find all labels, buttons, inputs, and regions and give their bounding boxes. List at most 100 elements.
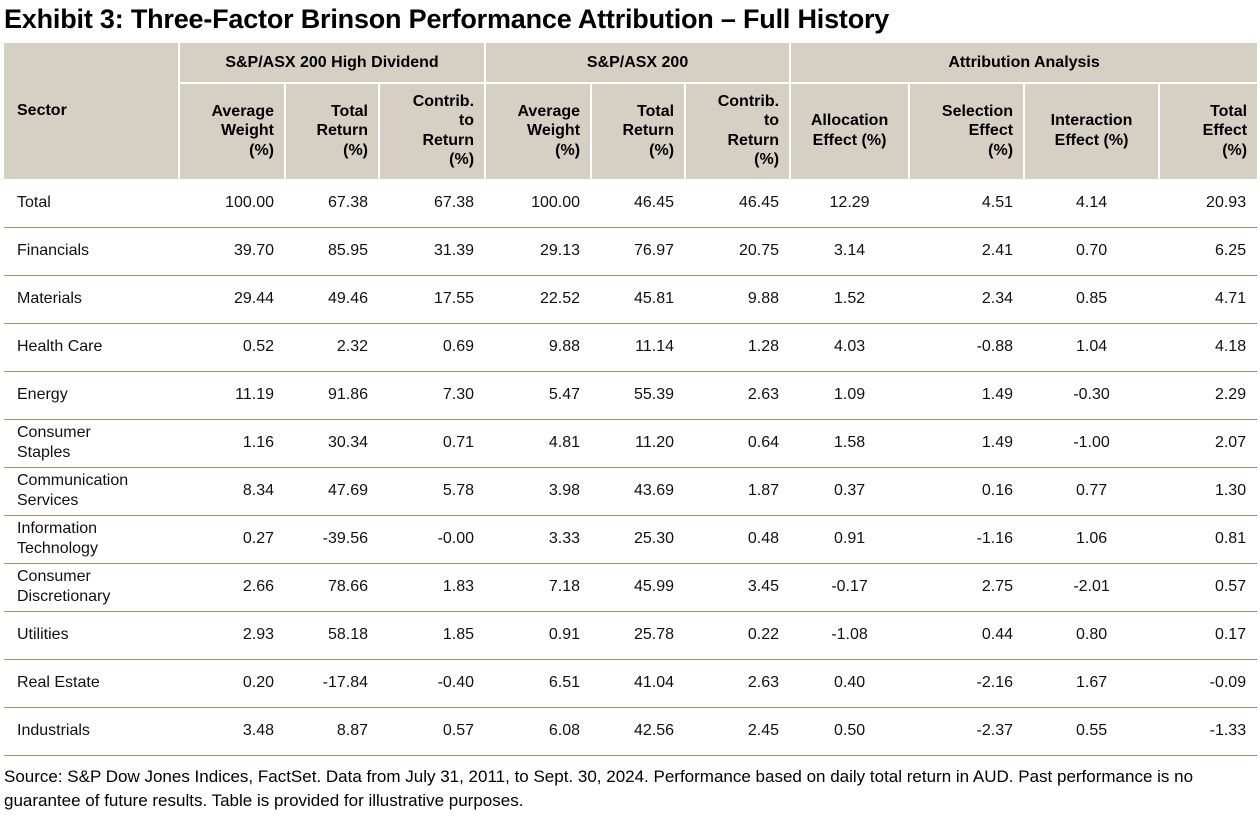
value-cell: 0.85 [1024, 275, 1160, 324]
value-cell: 0.91 [790, 515, 910, 564]
col-header-hd-contrib-to-return: Contrib. to Return (%) [377, 83, 486, 180]
value-cell: 25.30 [591, 515, 686, 564]
value-cell: 0.52 [179, 323, 285, 372]
value-cell: 7.18 [485, 563, 592, 612]
value-cell: 0.64 [685, 419, 791, 468]
value-cell: 1.67 [1024, 659, 1160, 708]
source-note: Source: S&P Dow Jones Indices, FactSet. … [4, 766, 1194, 811]
value-cell: 0.71 [379, 419, 486, 468]
group-header-asx200: S&P/ASX 200 [484, 43, 791, 85]
value-cell: 1.28 [685, 323, 791, 372]
value-cell: -0.30 [1024, 371, 1160, 420]
value-cell: 1.87 [685, 467, 791, 516]
value-cell: 1.52 [790, 275, 910, 324]
value-cell: 46.45 [591, 179, 686, 228]
value-cell: 11.14 [591, 323, 686, 372]
value-cell: 0.17 [1159, 611, 1258, 660]
value-cell: 85.95 [285, 227, 379, 276]
value-cell: -39.56 [285, 515, 379, 564]
value-cell: 4.71 [1159, 275, 1258, 324]
value-cell: 2.41 [909, 227, 1025, 276]
value-cell: 43.69 [591, 467, 686, 516]
value-cell: 6.51 [485, 659, 592, 708]
value-cell: -0.40 [379, 659, 486, 708]
value-cell: 3.98 [485, 467, 592, 516]
table-row: Communication Services 8.34 47.69 5.78 3.98 4… [4, 467, 1258, 516]
value-cell: 25.78 [591, 611, 686, 660]
value-cell: 4.18 [1159, 323, 1258, 372]
value-cell: 1.04 [1024, 323, 1160, 372]
value-cell: 4.03 [790, 323, 910, 372]
value-cell: 3.33 [485, 515, 592, 564]
value-cell: 100.00 [179, 179, 285, 228]
value-cell: 2.93 [179, 611, 285, 660]
col-header-interaction-effect: Interaction Effect (%) [1023, 83, 1160, 180]
value-cell: 4.51 [909, 179, 1025, 228]
value-cell: 11.19 [179, 371, 285, 420]
table-row: Consumer Staples 1.16 30.34 0.71 4.81 11.20 0.… [4, 419, 1258, 468]
value-cell: -0.00 [379, 515, 486, 564]
value-cell: 2.66 [179, 563, 285, 612]
col-header-asx-contrib-to-return: Contrib. to Return (%) [684, 83, 791, 180]
value-cell: 11.20 [591, 419, 686, 468]
table-header: Sector S&P/ASX 200 High Dividend S&P/ASX… [4, 43, 1258, 180]
value-cell: 1.49 [909, 419, 1025, 468]
value-cell: 0.57 [379, 707, 486, 756]
col-header-asx-total-return: Total Return (%) [590, 83, 686, 180]
sector-cell: Total [4, 179, 179, 228]
value-cell: 9.88 [685, 275, 791, 324]
value-cell: 2.45 [685, 707, 791, 756]
value-cell: 8.34 [179, 467, 285, 516]
value-cell: 0.70 [1024, 227, 1160, 276]
value-cell: 1.30 [1159, 467, 1258, 516]
value-cell: 1.83 [379, 563, 486, 612]
sector-cell: Real Estate [4, 659, 179, 708]
value-cell: 0.55 [1024, 707, 1160, 756]
value-cell: 4.14 [1024, 179, 1160, 228]
col-header-asx-average-weight: Average Weight (%) [484, 83, 592, 180]
value-cell: 0.22 [685, 611, 791, 660]
value-cell: -0.09 [1159, 659, 1258, 708]
value-cell: 41.04 [591, 659, 686, 708]
value-cell: 100.00 [485, 179, 592, 228]
value-cell: 0.69 [379, 323, 486, 372]
value-cell: 55.39 [591, 371, 686, 420]
sector-cell: Health Care [4, 323, 179, 372]
value-cell: -1.08 [790, 611, 910, 660]
value-cell: -2.37 [909, 707, 1025, 756]
value-cell: 45.81 [591, 275, 686, 324]
value-cell: 76.97 [591, 227, 686, 276]
group-header-high-dividend: S&P/ASX 200 High Dividend [177, 43, 486, 85]
value-cell: -0.17 [790, 563, 910, 612]
value-cell: 42.56 [591, 707, 686, 756]
value-cell: 5.78 [379, 467, 486, 516]
value-cell: 1.16 [179, 419, 285, 468]
value-cell: 30.34 [285, 419, 379, 468]
table-row: Industrials 3.48 8.87 0.57 6.08 42.56 2.45 0.50… [4, 707, 1258, 756]
value-cell: 0.48 [685, 515, 791, 564]
value-cell: 0.57 [1159, 563, 1258, 612]
value-cell: 0.81 [1159, 515, 1258, 564]
value-cell: 20.75 [685, 227, 791, 276]
value-cell: 2.07 [1159, 419, 1258, 468]
value-cell: 0.27 [179, 515, 285, 564]
value-cell: 2.63 [685, 371, 791, 420]
exhibit-title: Exhibit 3: Three-Factor Brinson Performa… [4, 4, 890, 34]
value-cell: 78.66 [285, 563, 379, 612]
value-cell: 0.20 [179, 659, 285, 708]
value-cell: 2.75 [909, 563, 1025, 612]
sector-cell: Financials [4, 227, 179, 276]
sector-column-header: Sector [4, 43, 180, 180]
sector-cell: Utilities [4, 611, 179, 660]
sector-cell: Industrials [4, 707, 179, 756]
value-cell: 17.55 [379, 275, 486, 324]
value-cell: 0.16 [909, 467, 1025, 516]
value-cell: 5.47 [485, 371, 592, 420]
table-row: Information Technology 0.27 -39.56 -0.00 3.3… [4, 515, 1258, 564]
table-row: Consumer Discretionary 2.66 78.66 1.83 7.18 4… [4, 563, 1258, 612]
value-cell: 47.69 [285, 467, 379, 516]
value-cell: 12.29 [790, 179, 910, 228]
table-body: Total 100.00 67.38 67.38 100.00 46.45 46.45 12.… [4, 179, 1258, 756]
value-cell: -1.33 [1159, 707, 1258, 756]
value-cell: 49.46 [285, 275, 379, 324]
